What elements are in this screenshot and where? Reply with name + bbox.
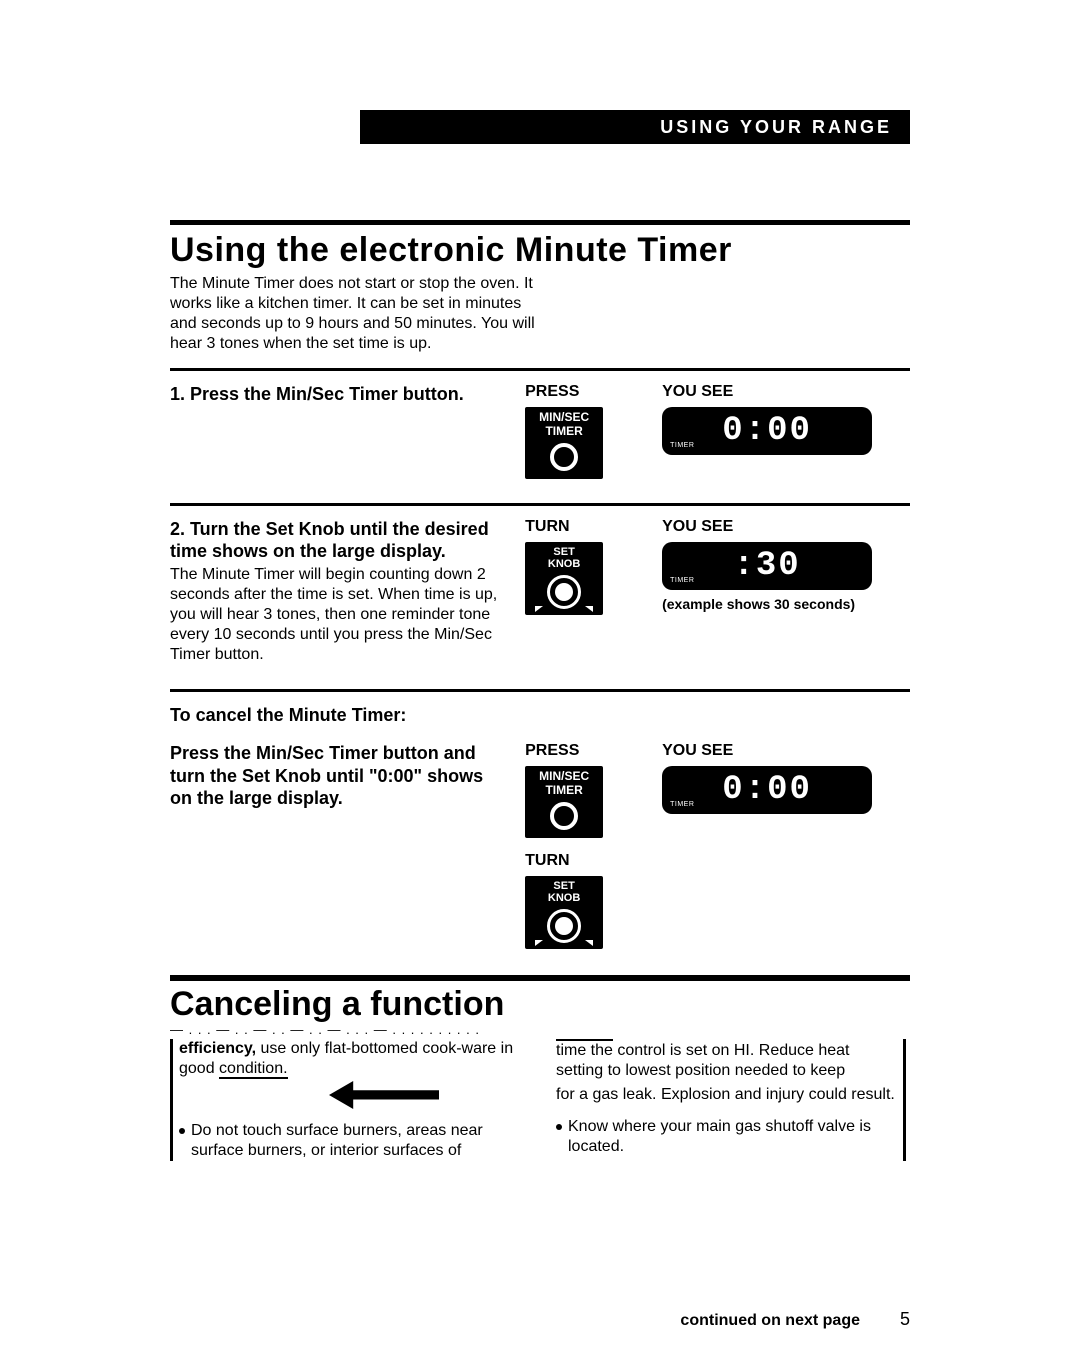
- right-p1: time the control is set on HI. Reduce he…: [556, 1039, 897, 1081]
- step2-title: 2. Turn the Set Knob until the desired t…: [170, 518, 507, 563]
- set-knob-icon: SET KNOB: [525, 876, 603, 949]
- step-2: 2. Turn the Set Knob until the desired t…: [170, 518, 910, 665]
- eff-bold: efficiency,: [179, 1040, 256, 1057]
- right-p1-over: time the: [556, 1039, 613, 1061]
- right-bullet: Know where your main gas shutoff valve i…: [556, 1117, 897, 1157]
- btn-line2: TIMER: [525, 784, 603, 798]
- button-circle-icon: [550, 802, 578, 830]
- two-column-body: efficiency, use only flat-bottomed cook-…: [170, 1039, 910, 1161]
- display-panel: TIMER :30: [662, 542, 872, 590]
- page-footer: continued on next page 5: [170, 1309, 910, 1330]
- section1-title: Using the electronic Minute Timer: [170, 231, 910, 270]
- cancel-heading: To cancel the Minute Timer:: [170, 704, 910, 727]
- step-1: 1. Press the Min/Sec Timer button. PRESS…: [170, 383, 910, 479]
- arrow-left-icon: [535, 940, 543, 946]
- right-bullet-text: Know where your main gas shutoff valve i…: [568, 1117, 897, 1157]
- knob-inner-icon: [555, 917, 573, 935]
- you-see-label: YOU SEE: [662, 742, 910, 760]
- bullet-dot-icon: [179, 1128, 185, 1134]
- button-circle-icon: [550, 443, 578, 471]
- example-note: (example shows 30 seconds): [662, 596, 910, 612]
- rule-4: [170, 975, 910, 981]
- page-number: 5: [900, 1309, 910, 1330]
- display-panel: TIMER 0:00: [662, 766, 872, 814]
- timer-tag: TIMER: [670, 801, 694, 808]
- rule-3: [170, 689, 910, 692]
- turn-label: TURN: [525, 852, 644, 870]
- knob-line1: SET: [525, 546, 603, 559]
- arrow-right-icon: [585, 606, 593, 612]
- display-value: 0:00: [722, 771, 812, 809]
- btn-line2: TIMER: [525, 425, 603, 439]
- section1-intro: The Minute Timer does not start or stop …: [170, 274, 540, 354]
- display-value: 0:00: [722, 412, 812, 450]
- rule-top: [170, 220, 910, 225]
- rule-2: [170, 503, 910, 506]
- right-p2: for a gas leak. Explosion and injury cou…: [556, 1085, 897, 1105]
- knob-inner-icon: [555, 583, 573, 601]
- press-label: PRESS: [525, 742, 644, 760]
- display-panel: TIMER 0:00: [662, 407, 872, 455]
- section-banner: USING YOUR RANGE: [360, 110, 910, 144]
- efficiency-line: efficiency, use only flat-bottomed cook-…: [179, 1039, 520, 1079]
- you-see-label: YOU SEE: [662, 383, 910, 401]
- turn-label: TURN: [525, 518, 644, 536]
- pointer-arrow-icon: [329, 1081, 439, 1109]
- arrow-right-icon: [585, 940, 593, 946]
- rule-1: [170, 368, 910, 371]
- step1-title: 1. Press the Min/Sec Timer button.: [170, 383, 507, 406]
- arrow-left-icon: [535, 606, 543, 612]
- scribble-text: — . . . — . . — . . — . . — . . . — . . …: [170, 1022, 510, 1037]
- continued-label: continued on next page: [680, 1312, 860, 1330]
- display-value: :30: [734, 547, 801, 585]
- section2-title: Canceling a function: [170, 985, 910, 1024]
- minsec-timer-button-icon: MIN/SEC TIMER: [525, 766, 603, 838]
- btn-line1: MIN/SEC: [525, 411, 603, 425]
- bullet-dot-icon: [556, 1124, 562, 1130]
- step3-title: Press the Min/Sec Timer button and turn …: [170, 742, 507, 810]
- step2-body: The Minute Timer will begin counting dow…: [170, 565, 507, 665]
- set-knob-icon: SET KNOB: [525, 542, 603, 615]
- knob-line2: KNOB: [525, 558, 603, 571]
- you-see-label: YOU SEE: [662, 518, 910, 536]
- knob-line1: SET: [525, 880, 603, 893]
- knob-line2: KNOB: [525, 892, 603, 905]
- minsec-timer-button-icon: MIN/SEC TIMER: [525, 407, 603, 479]
- btn-line1: MIN/SEC: [525, 770, 603, 784]
- left-bullet-text: Do not touch surface burners, areas near…: [191, 1121, 520, 1161]
- knob-outer-icon: [547, 909, 581, 943]
- left-bullet: Do not touch surface burners, areas near…: [179, 1121, 520, 1161]
- step-3: Press the Min/Sec Timer button and turn …: [170, 742, 910, 949]
- press-label: PRESS: [525, 383, 644, 401]
- knob-outer-icon: [547, 575, 581, 609]
- timer-tag: TIMER: [670, 442, 694, 449]
- timer-tag: TIMER: [670, 577, 694, 584]
- eff-underline: condition.: [219, 1060, 288, 1079]
